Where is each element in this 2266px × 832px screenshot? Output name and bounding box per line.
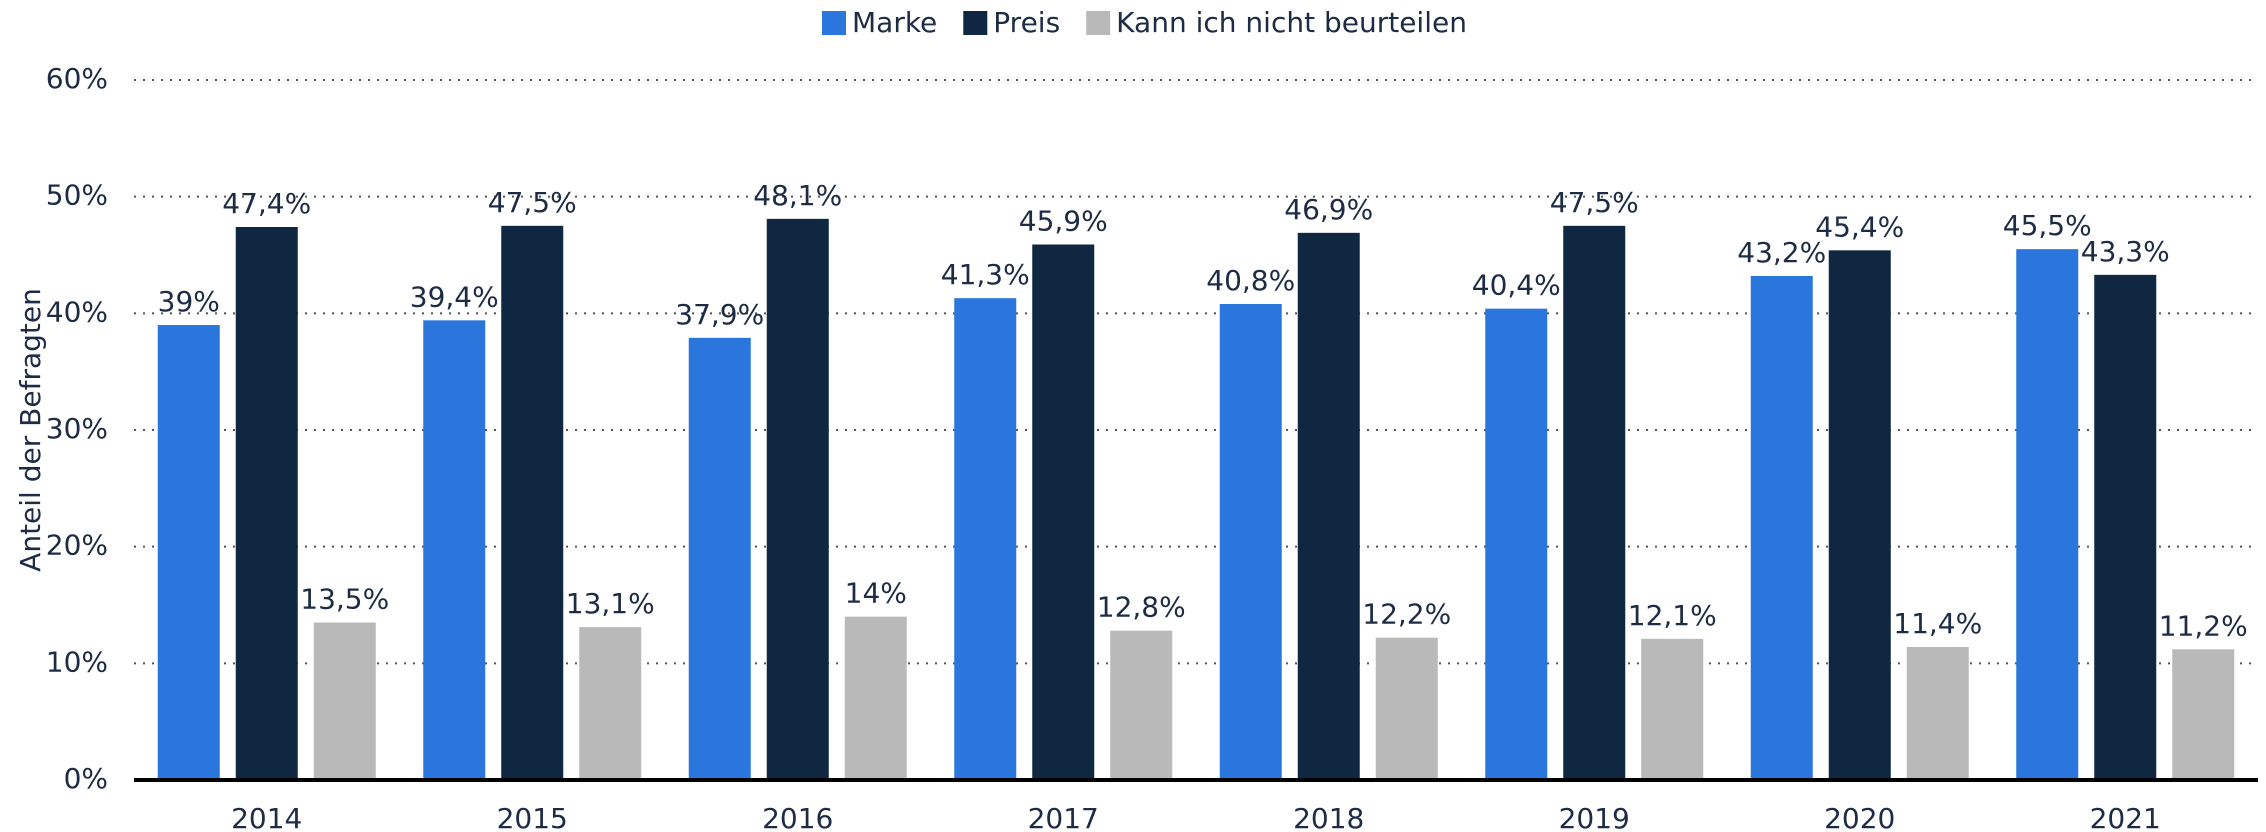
value-label: 12,8% bbox=[1097, 591, 1186, 624]
legend-swatch bbox=[822, 11, 846, 35]
bar bbox=[1297, 232, 1360, 781]
bar bbox=[579, 627, 642, 780]
y-axis-label: Anteil der Befragten bbox=[14, 288, 47, 572]
y-tick-label: 30% bbox=[46, 412, 108, 445]
x-tick-label: 2018 bbox=[1293, 802, 1364, 832]
value-label: 48,1% bbox=[753, 179, 842, 212]
bar bbox=[313, 622, 376, 780]
value-label: 47,4% bbox=[222, 187, 311, 220]
bar bbox=[1219, 304, 1282, 780]
value-label: 47,5% bbox=[1550, 186, 1639, 219]
bar bbox=[2094, 274, 2157, 780]
value-label: 47,5% bbox=[488, 186, 577, 219]
value-label: 46,9% bbox=[1284, 193, 1373, 226]
value-label: 45,9% bbox=[1019, 205, 1108, 238]
x-tick-label: 2017 bbox=[1028, 802, 1099, 832]
bar bbox=[1110, 630, 1173, 780]
x-tick-label: 2016 bbox=[762, 802, 833, 832]
bar bbox=[844, 616, 907, 780]
value-label: 45,5% bbox=[2003, 209, 2092, 242]
y-tick-label: 10% bbox=[46, 645, 108, 678]
bar bbox=[1485, 308, 1548, 780]
bar bbox=[2016, 249, 2079, 780]
legend-label: Marke bbox=[852, 6, 937, 39]
value-label: 11,2% bbox=[2159, 609, 2248, 642]
y-tick-label: 60% bbox=[46, 62, 108, 95]
bar bbox=[1032, 244, 1095, 780]
x-tick-label: 2020 bbox=[1824, 802, 1895, 832]
bar bbox=[1375, 637, 1438, 780]
value-label: 43,2% bbox=[1737, 236, 1826, 269]
value-label: 43,3% bbox=[2081, 235, 2170, 268]
value-label: 45,4% bbox=[1815, 210, 1904, 243]
x-tick-label: 2021 bbox=[2090, 802, 2161, 832]
y-tick-label: 20% bbox=[46, 529, 108, 562]
value-label: 13,1% bbox=[566, 587, 655, 620]
bar bbox=[766, 218, 829, 781]
bar bbox=[1750, 276, 1813, 780]
bar bbox=[157, 325, 220, 780]
value-label: 37,9% bbox=[675, 298, 764, 331]
legend-label: Kann ich nicht beurteilen bbox=[1116, 6, 1467, 39]
legend-swatch bbox=[963, 11, 988, 35]
x-tick-label: 2019 bbox=[1559, 802, 1630, 832]
x-tick-label: 2015 bbox=[497, 802, 568, 832]
value-label: 11,4% bbox=[1893, 607, 1982, 640]
value-label: 14% bbox=[845, 577, 907, 610]
bar bbox=[1828, 250, 1891, 781]
y-tick-label: 0% bbox=[64, 762, 108, 795]
value-label: 39,4% bbox=[410, 280, 499, 313]
bar bbox=[235, 227, 298, 780]
bar bbox=[1906, 647, 1969, 780]
value-label: 13,5% bbox=[300, 583, 389, 616]
y-tick-label: 50% bbox=[46, 179, 108, 212]
bar bbox=[423, 320, 486, 780]
x-tick-label: 2014 bbox=[231, 802, 302, 832]
bar bbox=[2172, 649, 2235, 780]
value-label: 12,1% bbox=[1628, 599, 1717, 632]
legend-swatch bbox=[1086, 11, 1111, 35]
value-label: 41,3% bbox=[941, 258, 1030, 291]
bar bbox=[954, 298, 1017, 780]
value-label: 40,4% bbox=[1472, 269, 1561, 302]
bar bbox=[1641, 638, 1704, 780]
bar bbox=[1563, 225, 1626, 781]
bar bbox=[688, 337, 751, 780]
value-label: 40,8% bbox=[1206, 264, 1295, 297]
y-tick-label: 40% bbox=[46, 295, 108, 328]
legend-label: Preis bbox=[993, 6, 1060, 39]
value-label: 39% bbox=[158, 285, 220, 318]
bar bbox=[501, 225, 564, 781]
value-label: 12,2% bbox=[1362, 598, 1451, 631]
